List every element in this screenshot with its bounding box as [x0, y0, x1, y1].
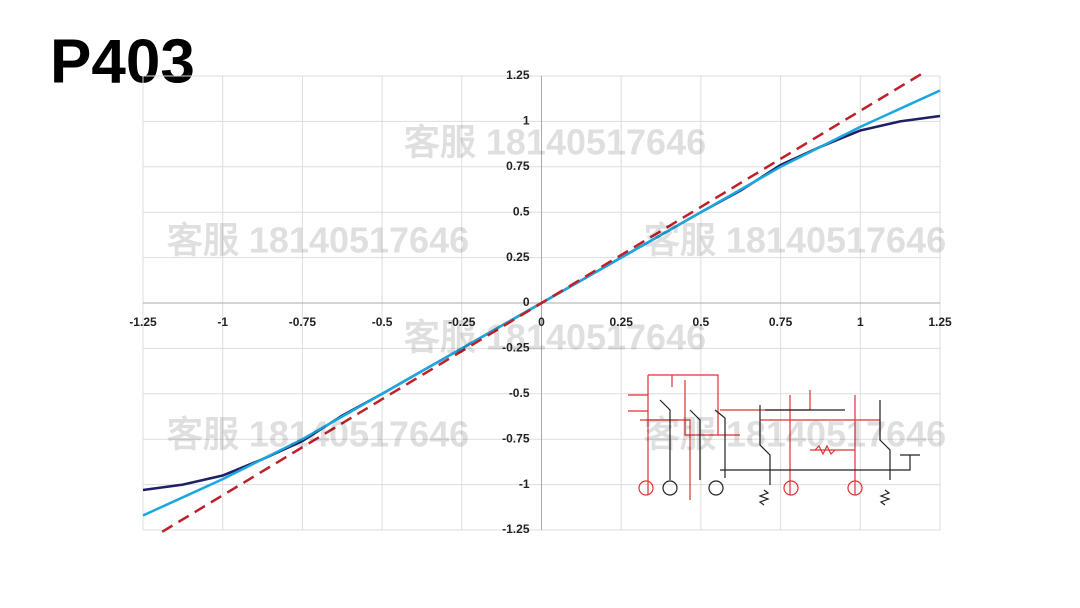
x-tick-label: -1.25: [129, 315, 157, 329]
x-tick-label: -0.75: [289, 315, 317, 329]
y-tick-label: -1: [519, 477, 530, 491]
y-tick-label: -0.25: [502, 341, 530, 355]
watermark: 客服 18140517646: [167, 414, 469, 455]
y-tick-label: 0.75: [506, 159, 530, 173]
watermark: 客服 18140517646: [404, 122, 706, 163]
x-tick-label: 0.25: [610, 315, 634, 329]
watermark: 客服 18140517646: [167, 220, 469, 261]
circuit: [628, 374, 920, 506]
y-tick-label: 0.25: [506, 250, 530, 264]
y-tick-label: 1.25: [506, 68, 530, 82]
y-tick-label: 1: [523, 114, 530, 128]
x-tick-label: -1: [217, 315, 228, 329]
grid: [142, 75, 941, 531]
x-tick-label: 1.25: [928, 315, 952, 329]
y-tick-label: 0: [523, 295, 530, 309]
x-tick-label: -0.5: [372, 315, 393, 329]
y-tick-label: 0.5: [513, 204, 530, 218]
page-title: P403: [50, 27, 195, 96]
y-tick-label: -1.25: [502, 522, 530, 536]
x-tick-label: 0.75: [769, 315, 793, 329]
curves: [142, 71, 941, 533]
watermark: 客服 18140517646: [644, 220, 946, 261]
x-tick-label: -0.25: [448, 315, 476, 329]
y-tick-label: -0.5: [509, 386, 530, 400]
y-tick-label: -0.75: [502, 431, 530, 445]
watermark: 客服 18140517646: [404, 317, 706, 358]
x-tick-label: 1: [857, 315, 864, 329]
x-tick-label: 0.5: [693, 315, 710, 329]
x-tick-label: 0: [538, 315, 545, 329]
series-line: [161, 71, 925, 533]
watermarks: 客服 18140517646 客服 18140517646 客服 181405176…: [167, 122, 946, 455]
watermark: 客服 18140517646: [644, 414, 946, 455]
